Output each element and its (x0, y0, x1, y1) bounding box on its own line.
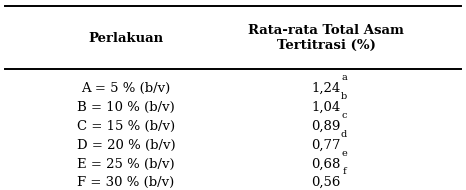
Text: Perlakuan: Perlakuan (88, 32, 164, 44)
Text: C = 15 % (b/v): C = 15 % (b/v) (77, 120, 175, 133)
Text: c: c (341, 111, 347, 120)
Text: 0,89: 0,89 (311, 120, 341, 133)
Text: e: e (341, 149, 347, 158)
Text: 0,68: 0,68 (311, 158, 341, 171)
Text: a: a (341, 73, 347, 82)
Text: b: b (341, 92, 347, 101)
Text: d: d (341, 130, 347, 139)
Text: F = 30 % (b/v): F = 30 % (b/v) (77, 176, 174, 189)
Text: A = 5 % (b/v): A = 5 % (b/v) (81, 82, 171, 95)
Text: 1,24: 1,24 (312, 82, 341, 95)
Text: Rata-rata Total Asam
Tertitrasi (%): Rata-rata Total Asam Tertitrasi (%) (248, 24, 404, 52)
Text: B = 10 % (b/v): B = 10 % (b/v) (77, 101, 175, 114)
Text: E = 25 % (b/v): E = 25 % (b/v) (77, 158, 175, 171)
Text: 0,77: 0,77 (311, 139, 341, 152)
Text: D = 20 % (b/v): D = 20 % (b/v) (76, 139, 175, 152)
Text: f: f (342, 167, 346, 177)
Text: 0,56: 0,56 (311, 176, 341, 189)
Text: 1,04: 1,04 (312, 101, 341, 114)
